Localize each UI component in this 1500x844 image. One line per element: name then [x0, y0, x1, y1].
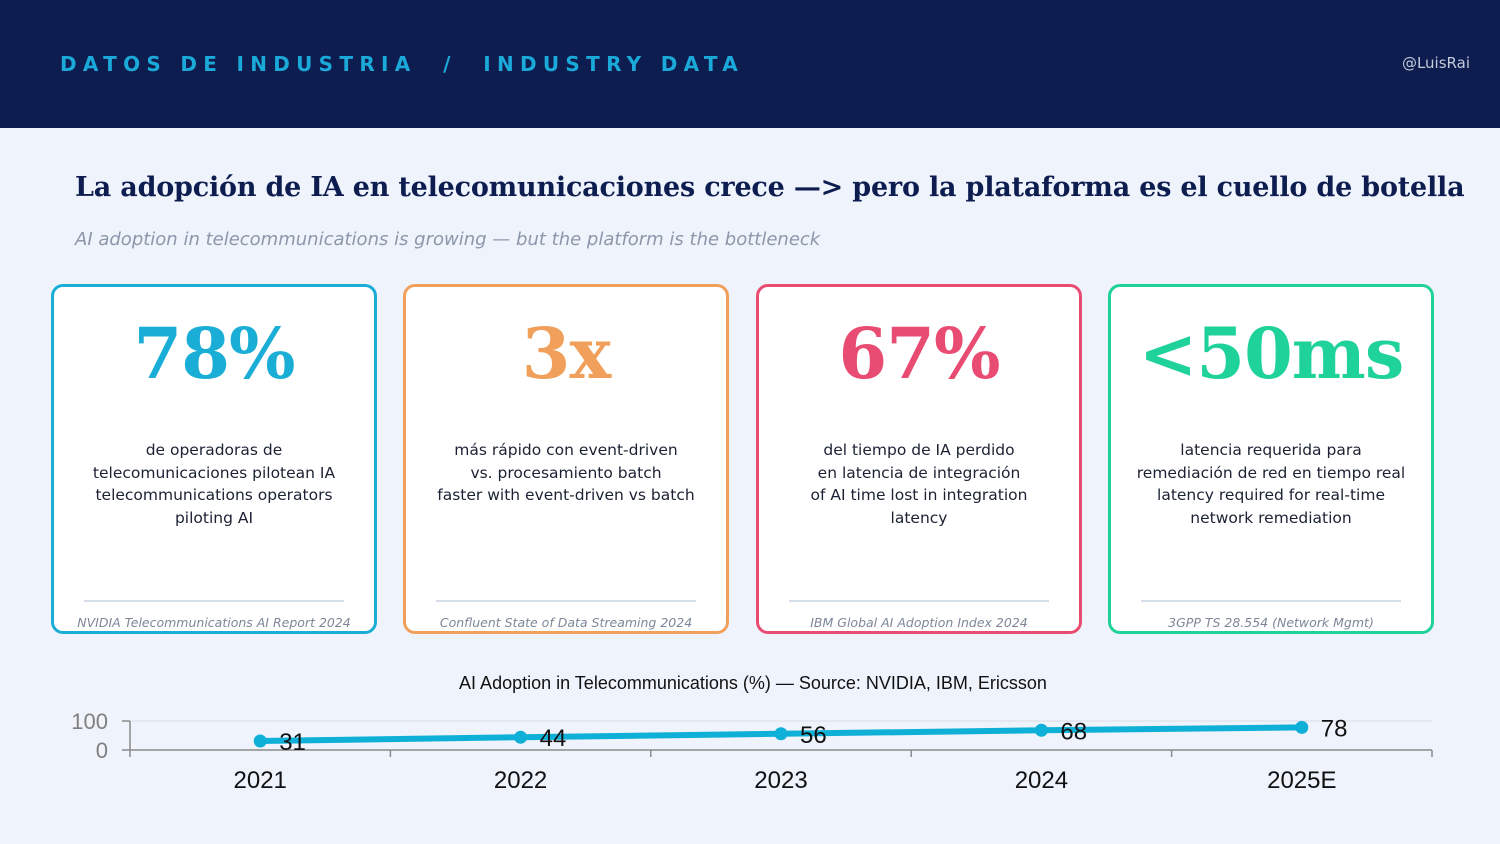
description-line: en latencia de integración [817, 463, 1021, 482]
stat-value: <50ms [1138, 312, 1405, 395]
data-label: 31 [279, 729, 306, 756]
divider [789, 600, 1049, 602]
data-point [1034, 723, 1048, 737]
stat-value: 78% [133, 312, 296, 395]
data-point [774, 727, 788, 741]
stat-source: NVIDIA Telecommunications AI Report 2024 [77, 615, 351, 630]
description-line: faster with event-driven vs batch [437, 486, 695, 504]
x-tick-label: 2025E [1267, 767, 1336, 794]
description-line: más rápido con event-driven [454, 441, 678, 459]
description-line: latency [890, 508, 948, 527]
description-line: latency required for real-time [1157, 486, 1385, 504]
stat-source: Confluent State of Data Streaming 2024 [439, 615, 693, 630]
data-point [1295, 720, 1309, 734]
stat-source: 3GPP TS 28.554 (Network Mgmt) [1168, 615, 1374, 630]
page-subtitle: AI adoption in telecommunications is gro… [75, 229, 821, 250]
description-line: del tiempo de IA perdido [823, 441, 1015, 459]
data-point [514, 730, 528, 744]
y-tick-label: 0 [96, 738, 108, 763]
stat-card-network-latency: <50ms latencia requerida para remediació… [1108, 284, 1434, 634]
description-line: de operadoras de [145, 441, 283, 459]
description-line: piloting AI [174, 508, 254, 527]
description-line: vs. procesamiento batch [470, 463, 662, 482]
description-line: remediación de red en tiempo real [1136, 463, 1406, 482]
data-label: 78 [1321, 715, 1348, 742]
stat-value: 3x [521, 312, 611, 395]
stat-description: latencia requerida para remediación de r… [1121, 439, 1421, 529]
description-line: telecomunicaciones pilotean IA [92, 463, 336, 482]
divider [436, 600, 696, 602]
stat-source: IBM Global AI Adoption Index 2024 [810, 615, 1028, 630]
x-tick-label: 2021 [234, 767, 287, 794]
page-title: La adopción de IA en telecomunicaciones … [75, 172, 1465, 203]
stat-description: del tiempo de IA perdido en latencia de … [769, 439, 1069, 529]
author-handle: @LuisRai [1401, 54, 1470, 72]
divider [84, 600, 344, 602]
stat-card-event-driven: 3x más rápido con event-driven vs. proce… [403, 284, 729, 634]
top-banner: DATOS DE INDUSTRIA / INDUSTRY DATA @Luis… [0, 0, 1500, 128]
description-line: latencia requerida para [1180, 441, 1362, 459]
data-label: 56 [800, 722, 827, 749]
description-line: of AI time lost in integration [810, 486, 1028, 504]
section-label: DATOS DE INDUSTRIA / INDUSTRY DATA [60, 52, 745, 76]
chart-title: AI Adoption in Telecommunications (%) — … [459, 673, 1047, 693]
stat-card-operators: 78% de operadoras de telecomunicaciones … [51, 284, 377, 634]
description-line: network remediation [1190, 508, 1352, 527]
description-line: telecommunications operators [95, 486, 333, 504]
data-label: 44 [540, 725, 567, 752]
stat-description: de operadoras de telecomunicaciones pilo… [64, 439, 364, 529]
y-tick-label: 100 [71, 709, 108, 734]
adoption-line-chart: 0 100 2021 2022 2023 2024 2025E 31 44 56 68 78 [71, 709, 1433, 794]
data-label: 68 [1060, 718, 1087, 745]
data-point [253, 734, 267, 748]
x-tick-label: 2024 [1015, 767, 1068, 794]
divider [1141, 600, 1401, 602]
stat-description: más rápido con event-driven vs. procesam… [416, 439, 716, 507]
x-tick-label: 2022 [494, 767, 547, 794]
x-tick-label: 2023 [754, 767, 807, 794]
stat-card-integration-latency: 67% del tiempo de IA perdido en latencia… [756, 284, 1082, 634]
stat-value: 67% [838, 312, 1001, 395]
